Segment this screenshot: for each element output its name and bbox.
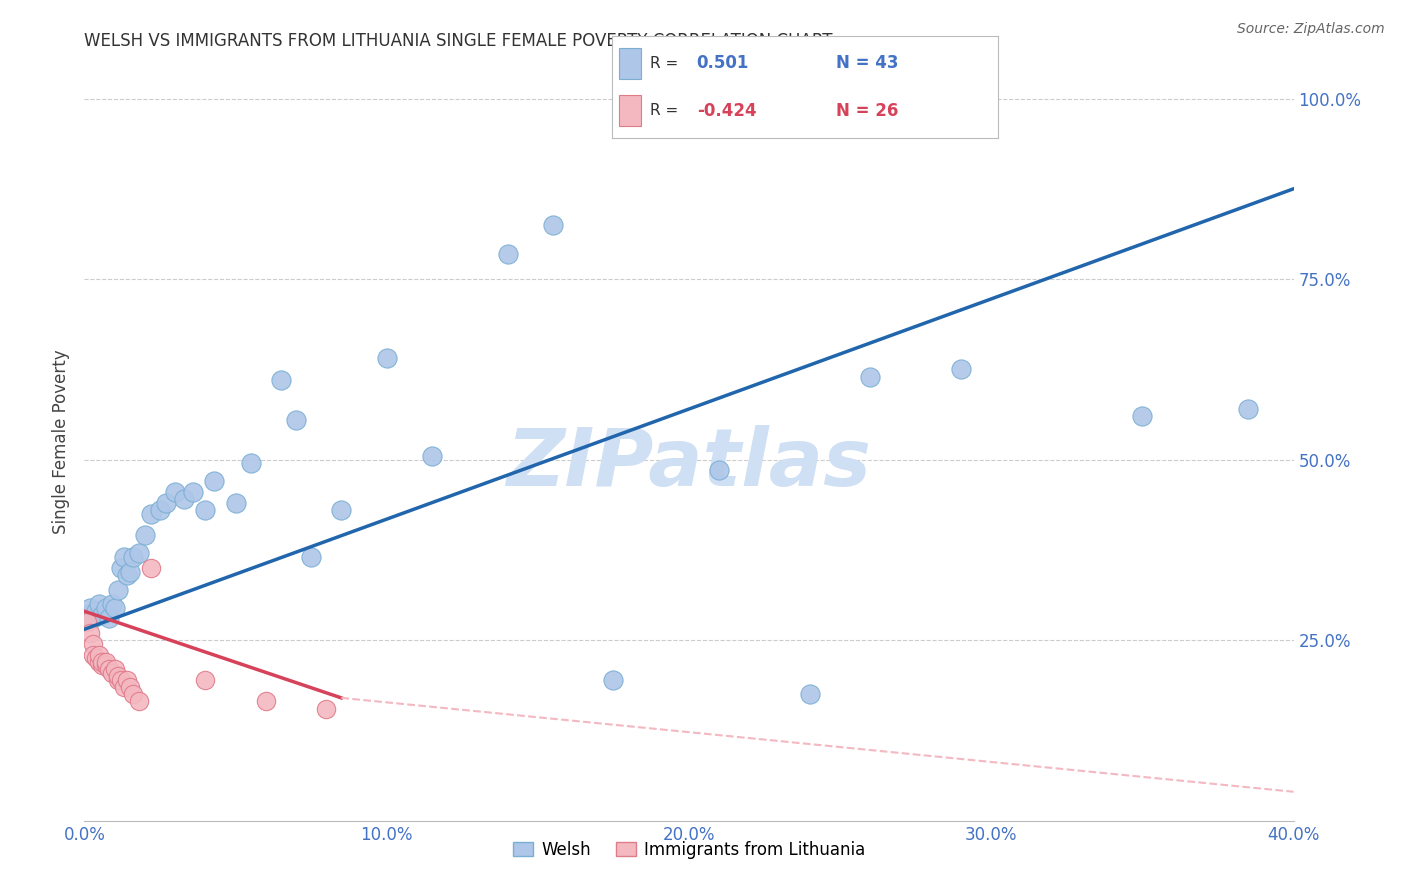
Point: [104, 662, 127, 676]
Point: [89, 655, 111, 669]
Point: [128, 694, 150, 708]
Text: N = 26: N = 26: [835, 102, 898, 120]
Text: -0.424: -0.424: [697, 102, 756, 120]
Point: [97, 662, 120, 676]
Point: [225, 496, 247, 510]
Point: [79, 600, 101, 615]
Point: [89, 597, 111, 611]
Point: [602, 673, 624, 687]
Point: [110, 561, 132, 575]
Point: [330, 503, 353, 517]
Point: [91, 655, 114, 669]
Point: [420, 449, 443, 463]
Point: [94, 655, 117, 669]
Point: [89, 648, 111, 662]
Point: [128, 546, 150, 560]
Point: [299, 550, 322, 565]
Point: [285, 413, 308, 427]
Point: [173, 492, 195, 507]
Point: [100, 597, 122, 611]
Text: WELSH VS IMMIGRANTS FROM LITHUANIA SINGLE FEMALE POVERTY CORRELATION CHART: WELSH VS IMMIGRANTS FROM LITHUANIA SINGL…: [84, 32, 832, 50]
Text: R =: R =: [650, 56, 683, 70]
Point: [118, 680, 141, 694]
Point: [94, 658, 117, 673]
Point: [315, 702, 337, 716]
Y-axis label: Single Female Poverty: Single Female Poverty: [52, 350, 70, 533]
Point: [82, 611, 104, 625]
Text: N = 43: N = 43: [835, 54, 898, 72]
Point: [254, 694, 277, 708]
Point: [181, 485, 204, 500]
Point: [91, 607, 114, 622]
Point: [139, 561, 162, 575]
Point: [104, 600, 127, 615]
Point: [100, 665, 122, 680]
Text: 0.501: 0.501: [697, 54, 749, 72]
Point: [91, 658, 114, 673]
Point: [76, 607, 98, 622]
Point: [97, 611, 120, 625]
Point: [86, 651, 108, 665]
Point: [202, 475, 225, 489]
Text: R =: R =: [650, 103, 683, 118]
Point: [799, 687, 821, 701]
Point: [112, 680, 135, 694]
Point: [86, 604, 108, 618]
Point: [115, 673, 138, 687]
Point: [118, 565, 141, 579]
Point: [270, 373, 292, 387]
Point: [950, 362, 973, 376]
Point: [149, 503, 172, 517]
Point: [496, 247, 519, 261]
Point: [1130, 409, 1153, 424]
Point: [155, 496, 177, 510]
Point: [94, 600, 117, 615]
Point: [115, 568, 138, 582]
Point: [165, 485, 187, 500]
Point: [121, 550, 143, 565]
Text: ZIPatlas: ZIPatlas: [506, 425, 872, 503]
Point: [239, 456, 262, 470]
Point: [79, 626, 101, 640]
Point: [107, 673, 129, 687]
Point: [194, 673, 217, 687]
Point: [76, 615, 98, 629]
Point: [110, 673, 132, 687]
Point: [134, 528, 156, 542]
Point: [194, 503, 217, 517]
FancyBboxPatch shape: [619, 48, 641, 78]
Legend: Welsh, Immigrants from Lithuania: Welsh, Immigrants from Lithuania: [506, 834, 872, 865]
Point: [859, 369, 882, 384]
Point: [82, 648, 104, 662]
Point: [107, 582, 129, 597]
Point: [82, 637, 104, 651]
Point: [121, 687, 143, 701]
Point: [107, 669, 129, 683]
Point: [1237, 402, 1260, 417]
Point: [541, 218, 564, 232]
FancyBboxPatch shape: [619, 95, 641, 126]
Point: [139, 507, 162, 521]
Point: [709, 463, 731, 477]
Text: Source: ZipAtlas.com: Source: ZipAtlas.com: [1237, 22, 1385, 37]
Point: [375, 351, 398, 366]
Point: [112, 550, 135, 565]
